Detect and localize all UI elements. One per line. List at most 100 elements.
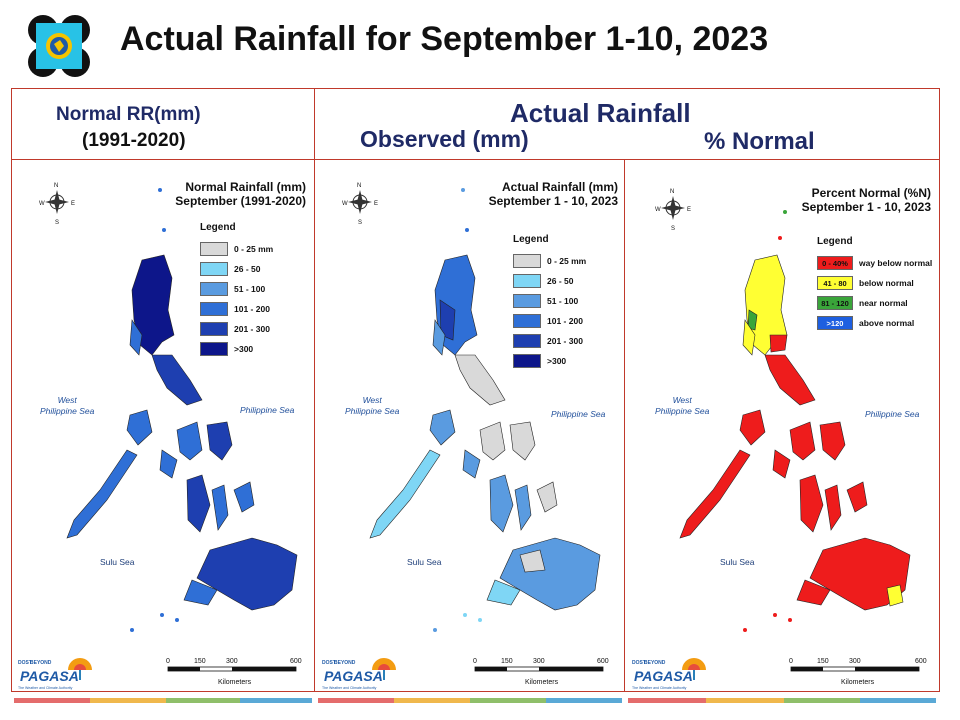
legend-swatch: 81 - 120 <box>817 296 853 310</box>
legend-title: Legend <box>200 222 236 233</box>
sea-label-line: Philippine Sea <box>655 406 710 416</box>
color-strip <box>546 698 622 703</box>
sea-label-east: Philippine Sea <box>551 409 606 419</box>
svg-text:BEYOND: BEYOND <box>334 660 356 666</box>
svg-text:DOST: DOST <box>322 660 336 666</box>
legend-label: way below normal <box>859 258 933 268</box>
observed-heading: Observed (mm) <box>360 126 529 152</box>
map-observed: N W E S <box>342 183 601 632</box>
scale-tick: 0 <box>166 658 170 665</box>
legend-swatch <box>513 354 541 368</box>
sea-label-sulu: Sulu Sea <box>100 557 135 567</box>
legend-swatch <box>200 242 228 256</box>
color-strip <box>860 698 936 703</box>
sea-label-sulu: Sulu Sea <box>720 557 755 567</box>
color-strip <box>706 698 784 703</box>
color-strip <box>90 698 166 703</box>
legend-label: 201 - 300 <box>547 336 583 346</box>
svg-text:The Weather and Climate Author: The Weather and Climate Authority <box>18 686 73 690</box>
legend-percent-normal: Legend 0 - 40% way below normal 41 - 80 be… <box>817 236 932 333</box>
scale-tick: 300 <box>533 658 545 665</box>
legend-label: 51 - 100 <box>234 284 266 294</box>
legend-swatch <box>513 334 541 348</box>
sea-label-west: West Philippine Sea <box>655 395 709 417</box>
color-strip <box>470 698 546 703</box>
legend-label: >300 <box>234 344 254 354</box>
svg-text:E: E <box>374 201 378 207</box>
color-strip <box>318 698 394 703</box>
svg-text:W: W <box>342 201 348 207</box>
map-frame <box>11 88 940 692</box>
legend-label: 0 - 25 mm <box>547 256 587 266</box>
color-strip <box>784 698 860 703</box>
scale-tick: 150 <box>194 658 206 665</box>
legend-label: 51 - 100 <box>547 296 579 306</box>
svg-text:E: E <box>687 207 691 213</box>
svg-text:S: S <box>671 226 675 232</box>
compass-rose-icon: N W E S <box>655 189 691 232</box>
scale-tick: 150 <box>817 658 829 665</box>
map-normal: N W E S <box>39 183 298 632</box>
legend-label: below normal <box>859 278 914 288</box>
svg-text:The Weather and Climate Author: The Weather and Climate Authority <box>632 686 687 690</box>
svg-text:S: S <box>358 220 362 226</box>
scale-unit: Kilometers <box>525 679 559 686</box>
sea-label-east: Philippine Sea <box>865 409 920 419</box>
scale-unit: Kilometers <box>218 679 252 686</box>
sea-label-sulu: Sulu Sea <box>407 557 442 567</box>
sea-label-line: Philippine Sea <box>345 406 400 416</box>
svg-text:W: W <box>39 201 45 207</box>
panel-observed: N W E S Actual Rainfall (mm) September 1… <box>315 160 624 691</box>
sea-label-line: West <box>362 395 382 405</box>
legend-label: >300 <box>547 356 567 366</box>
svg-text:N: N <box>54 183 58 189</box>
legend-swatch: 0 - 40% <box>817 256 853 270</box>
legend-label: 101 - 200 <box>234 304 270 314</box>
svg-text:W: W <box>655 207 661 213</box>
scale-tick: 600 <box>597 658 609 665</box>
color-strip <box>628 698 706 703</box>
legend-normal: Legend 0 - 25 mm 26 - 50 51 - 100 101 - … <box>200 222 273 359</box>
svg-text:PAGASA: PAGASA <box>634 668 693 684</box>
sea-label-line: Philippine Sea <box>40 406 95 416</box>
legend-swatch <box>200 322 228 336</box>
compass-rose-icon: N W E S <box>39 183 75 226</box>
legend-label: 201 - 300 <box>234 324 270 334</box>
legend-swatch <box>513 294 541 308</box>
scale-bar <box>474 666 604 672</box>
sea-label-line: West <box>57 395 77 405</box>
page-title: Actual Rainfall for September 1-10, 2023 <box>120 20 769 58</box>
scale-tick: 600 <box>290 658 302 665</box>
legend-label: 0 - 25 mm <box>234 244 274 254</box>
sea-label-west: West Philippine Sea <box>345 395 399 417</box>
panel-title-line2: September 1 - 10, 2023 <box>488 194 618 208</box>
legend-label: 26 - 50 <box>547 276 574 286</box>
panel-title-line1: Actual Rainfall (mm) <box>501 180 618 194</box>
legend-title: Legend <box>513 234 549 245</box>
legend-swatch <box>200 342 228 356</box>
map-percent-normal: N W E S <box>655 189 911 632</box>
divider-1 <box>314 88 315 692</box>
scale-tick: 300 <box>226 658 238 665</box>
panel-normal: N W E S Normal Rainfall (mm) September (… <box>12 160 314 691</box>
actual-rainfall-heading: Actual Rainfall <box>510 98 691 128</box>
sea-label-east: Philippine Sea <box>240 405 295 415</box>
legend-swatch: 41 - 80 <box>817 276 853 290</box>
legend-swatch <box>200 282 228 296</box>
pagasa-logo: DOST BEYOND PAGASA The Weather and Clima… <box>18 658 92 690</box>
svg-text:N: N <box>670 189 674 195</box>
legend-swatch <box>513 314 541 328</box>
legend-label: 101 - 200 <box>547 316 583 326</box>
header-divider <box>11 159 940 160</box>
color-strip <box>240 698 312 703</box>
legend-label: near normal <box>859 298 908 308</box>
svg-text:DOST: DOST <box>632 660 646 666</box>
scale-bar <box>790 666 920 672</box>
panel-title-line1: Percent Normal (%N) <box>811 186 931 200</box>
pagasa-logo: DOST BEYOND PAGASA The Weather and Clima… <box>322 658 396 690</box>
legend-title: Legend <box>817 236 853 247</box>
panel-title-line2: September 1 - 10, 2023 <box>801 200 931 214</box>
pagasa-seal-logo <box>28 15 90 77</box>
sea-label-line: West <box>672 395 692 405</box>
svg-text:N: N <box>357 183 361 189</box>
